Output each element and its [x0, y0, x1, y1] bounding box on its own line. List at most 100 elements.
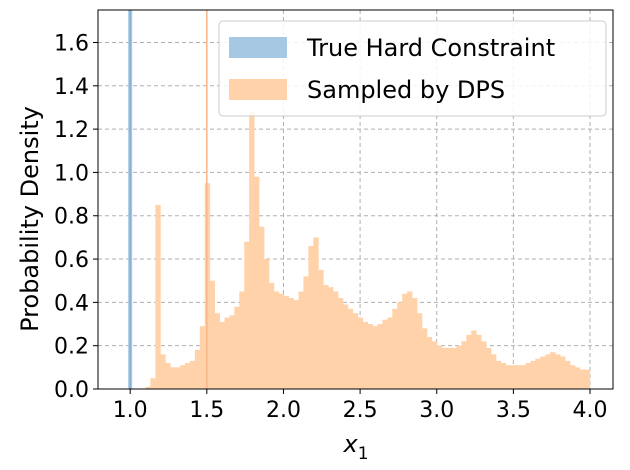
histogram-bar — [555, 354, 561, 389]
histogram-bar — [426, 337, 433, 389]
histogram-bar — [239, 291, 245, 389]
x-tick-label: 2.0 — [266, 398, 301, 423]
histogram-bar — [352, 313, 359, 389]
histogram-bar — [150, 378, 156, 389]
histogram-bar — [412, 298, 418, 389]
y-tick-label: 0.8 — [54, 205, 89, 230]
histogram-bar — [574, 367, 581, 389]
legend: True Hard Constraint Sampled by DPS — [218, 20, 607, 117]
histogram-bar — [565, 360, 571, 389]
x-axis-ticks: 1.0 1.5 2.0 2.5 3.0 3.5 4.0 — [113, 389, 608, 423]
histogram-bar — [530, 360, 536, 389]
histogram-bar — [160, 354, 166, 389]
histogram-bar — [456, 345, 462, 389]
histogram-bar — [278, 293, 285, 389]
histogram-bar — [550, 352, 556, 389]
histogram-bar — [308, 246, 314, 389]
histogram-bar — [436, 345, 443, 389]
histogram-bar — [283, 295, 290, 389]
histogram-bar — [219, 321, 225, 389]
histogram-bar — [189, 360, 196, 389]
histogram-bar — [421, 328, 428, 389]
histogram-bar — [402, 293, 408, 389]
histogram-bar — [461, 341, 467, 389]
histogram-bar — [180, 365, 186, 389]
histogram-bar — [199, 326, 206, 389]
histogram-bar — [298, 291, 304, 389]
histogram-bar — [303, 276, 309, 389]
y-tick-label: 0.0 — [54, 378, 89, 403]
histogram-bar — [584, 369, 591, 389]
histogram-bar — [500, 363, 507, 389]
histogram-bar — [224, 317, 230, 389]
histogram-bar — [505, 365, 512, 389]
histogram-bar — [249, 111, 255, 389]
histogram-bar — [234, 306, 240, 389]
histogram-bar — [387, 317, 393, 389]
histogram-bar — [471, 330, 477, 389]
x-tick-label: 4.0 — [573, 398, 608, 423]
legend-label-sampled-by-dps: Sampled by DPS — [307, 76, 505, 104]
histogram-bar — [481, 341, 487, 389]
histogram-bar — [323, 285, 329, 389]
histogram-bar — [184, 363, 191, 389]
histogram-bar — [372, 326, 378, 389]
legend-swatch-true-hard-constraint — [229, 37, 287, 58]
histogram-bar — [155, 204, 161, 389]
histogram-bar — [490, 354, 497, 389]
histogram-bar — [333, 291, 339, 389]
histogram-bar — [431, 341, 438, 389]
histogram-bar — [244, 241, 250, 389]
x-tick-label: 2.5 — [343, 398, 378, 423]
histogram-bar — [545, 354, 551, 389]
y-tick-label: 1.4 — [54, 75, 89, 100]
histogram-bar — [579, 369, 586, 389]
histogram-bar — [214, 313, 220, 389]
y-axis-label: Probability Density — [16, 106, 44, 332]
histogram-bar — [313, 237, 319, 389]
histogram-bar — [145, 386, 151, 389]
histogram-bar — [328, 287, 334, 389]
histogram-bar — [254, 176, 260, 389]
x-tick-label: 1.5 — [189, 398, 224, 423]
histogram-bar — [367, 324, 373, 389]
histogram-bar — [416, 313, 423, 389]
y-axis-ticks: 0.0 0.2 0.4 0.6 0.8 1.0 1.2 1.4 1.6 — [54, 31, 98, 403]
histogram-bar — [175, 367, 181, 389]
histogram-bars — [145, 111, 591, 389]
histogram-bar — [451, 347, 457, 389]
histogram-bar — [535, 358, 541, 389]
histogram-bar — [293, 300, 299, 389]
histogram-bar — [495, 360, 502, 389]
histogram-bar — [392, 308, 398, 389]
histogram-bar — [515, 365, 522, 389]
x-tick-label: 3.0 — [419, 398, 454, 423]
histogram-bar — [342, 304, 349, 389]
x-axis-label-subscript: 1 — [358, 444, 369, 464]
histogram-bar — [407, 291, 413, 389]
histogram-bar — [540, 356, 546, 389]
y-tick-label: 0.2 — [54, 335, 89, 360]
histogram-bar — [560, 356, 566, 389]
histogram-bar — [446, 347, 452, 389]
histogram-bar — [288, 298, 294, 389]
histogram-bar — [337, 298, 344, 389]
x-axis-label: x1 — [342, 430, 368, 464]
histogram-bar — [510, 365, 517, 389]
histogram-bar — [209, 280, 216, 389]
histogram-bar — [466, 334, 472, 389]
legend-swatch-sampled-by-dps — [229, 79, 287, 100]
histogram-bar — [377, 324, 383, 389]
histogram-bar — [318, 269, 324, 389]
x-tick-label: 3.5 — [496, 398, 531, 423]
histogram-bar — [520, 365, 526, 389]
histogram-bar — [525, 363, 531, 389]
histogram-bar — [382, 319, 388, 389]
histogram-bar — [170, 367, 176, 389]
histogram-bar — [362, 321, 369, 389]
histogram-bar — [347, 308, 354, 389]
y-tick-label: 0.4 — [54, 291, 89, 316]
y-tick-label: 0.6 — [54, 248, 89, 273]
histogram-bar — [229, 315, 235, 389]
